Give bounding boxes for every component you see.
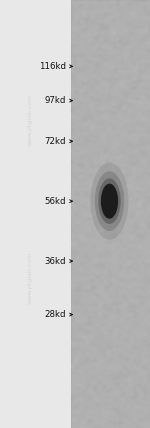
Text: 56kd: 56kd [45, 196, 66, 206]
Ellipse shape [101, 184, 118, 219]
Text: www.ptglab.com: www.ptglab.com [27, 252, 33, 304]
Text: www.ptglab.com: www.ptglab.com [27, 94, 33, 146]
Ellipse shape [95, 171, 124, 231]
Text: 28kd: 28kd [45, 310, 66, 319]
Text: 72kd: 72kd [45, 137, 66, 146]
Text: 116kd: 116kd [39, 62, 66, 71]
Ellipse shape [91, 163, 128, 240]
Ellipse shape [98, 178, 121, 224]
Text: 36kd: 36kd [45, 256, 66, 266]
Bar [70, 0, 150, 428]
Text: 97kd: 97kd [45, 96, 66, 105]
